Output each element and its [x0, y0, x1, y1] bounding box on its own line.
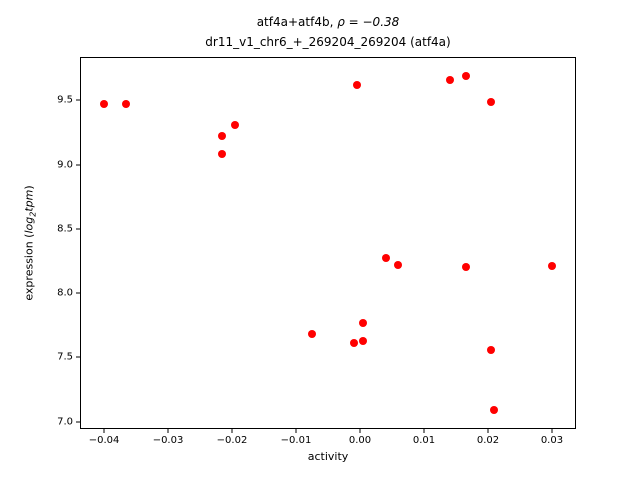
chart-title-text: atf4a+atf4b, [256, 15, 338, 29]
y-tick-label: 7.5 [57, 351, 73, 363]
x-tick [359, 429, 361, 433]
y-tick-label: 7.0 [57, 416, 73, 428]
x-tick [167, 429, 169, 433]
x-tick [487, 429, 489, 433]
x-tick-label: −0.03 [152, 435, 184, 446]
data-point [308, 330, 316, 339]
data-point [100, 100, 109, 109]
data-point [490, 406, 499, 414]
data-point [352, 80, 361, 89]
y-axis-label-suffix: ) [22, 185, 36, 190]
y-axis-label: expression (log2tpm) [22, 185, 37, 300]
y-tick [76, 228, 80, 230]
x-tick-label: −0.02 [216, 435, 248, 446]
data-point [218, 132, 227, 141]
x-tick-label: 0.00 [348, 435, 372, 446]
data-point [461, 263, 470, 272]
data-point [487, 97, 496, 106]
y-tick [76, 164, 80, 166]
y-tick-label: 9.5 [57, 94, 73, 106]
x-axis-label: activity [307, 450, 349, 463]
data-point [487, 345, 496, 354]
data-point [381, 254, 390, 263]
plot-area: −0.04 −0.03 −0.02 −0.01 0.00 0.01 0.02 0.03 7.0 7… [57, 57, 576, 446]
data-point [231, 120, 240, 129]
data-point [349, 339, 358, 348]
y-tick [76, 292, 80, 294]
x-tick [103, 429, 105, 433]
y-tick [76, 99, 80, 101]
data-point [445, 75, 454, 84]
x-tick [423, 429, 425, 433]
data-point [547, 262, 556, 271]
x-tick [231, 429, 233, 433]
chart-title-line1: atf4a+atf4b, ρ = −0.38 [80, 12, 576, 32]
x-tick [295, 429, 297, 433]
x-tick-label: 0.03 [540, 435, 564, 446]
y-tick-label: 8.5 [57, 223, 73, 235]
chart-subtitle: dr11_v1_chr6_+_269204_269204 (atf4a) [205, 35, 451, 49]
y-tick [76, 356, 80, 358]
x-tick-label: −0.01 [280, 435, 312, 446]
y-axis-label-math: log2tpm [22, 189, 38, 234]
y-tick [76, 421, 80, 423]
y-tick-label: 8.0 [57, 287, 73, 299]
data-point [394, 260, 403, 269]
data-point [359, 318, 368, 327]
data-point [122, 100, 131, 109]
x-tick-label: 0.02 [476, 435, 500, 446]
chart-title-rho: ρ = −0.38 [337, 15, 400, 29]
data-point [461, 71, 470, 80]
x-tick-label: 0.01 [412, 435, 436, 446]
y-axis-label-prefix: expression ( [22, 233, 36, 301]
x-tick [551, 429, 553, 433]
x-tick-label: −0.04 [88, 435, 120, 446]
y-tick-label: 9.0 [57, 159, 73, 171]
chart-title: atf4a+atf4b, ρ = −0.38 dr11_v1_chr6_+_26… [80, 12, 576, 52]
data-point [218, 150, 227, 159]
data-point [359, 336, 368, 345]
